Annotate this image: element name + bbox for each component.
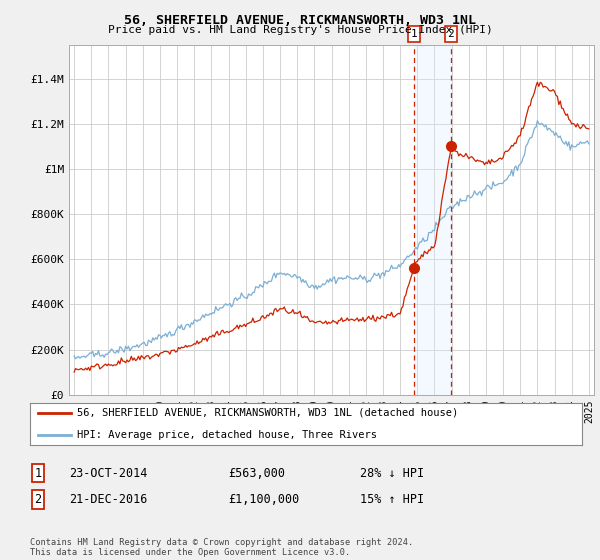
Text: Price paid vs. HM Land Registry's House Price Index (HPI): Price paid vs. HM Land Registry's House … <box>107 25 493 35</box>
Text: 21-DEC-2016: 21-DEC-2016 <box>69 493 148 506</box>
Text: 28% ↓ HPI: 28% ↓ HPI <box>360 466 424 480</box>
Text: HPI: Average price, detached house, Three Rivers: HPI: Average price, detached house, Thre… <box>77 430 377 440</box>
Text: 56, SHERFIELD AVENUE, RICKMANSWORTH, WD3 1NL (detached house): 56, SHERFIELD AVENUE, RICKMANSWORTH, WD3… <box>77 408 458 418</box>
Text: 1: 1 <box>410 29 417 39</box>
Text: 15% ↑ HPI: 15% ↑ HPI <box>360 493 424 506</box>
Text: 2: 2 <box>448 29 454 39</box>
Text: Contains HM Land Registry data © Crown copyright and database right 2024.
This d: Contains HM Land Registry data © Crown c… <box>30 538 413 557</box>
Text: 1: 1 <box>34 466 41 480</box>
Text: 56, SHERFIELD AVENUE, RICKMANSWORTH, WD3 1NL: 56, SHERFIELD AVENUE, RICKMANSWORTH, WD3… <box>124 14 476 27</box>
Text: 2: 2 <box>34 493 41 506</box>
Bar <box>414 45 451 395</box>
Text: 23-OCT-2014: 23-OCT-2014 <box>69 466 148 480</box>
Text: £1,100,000: £1,100,000 <box>228 493 299 506</box>
Text: £563,000: £563,000 <box>228 466 285 480</box>
